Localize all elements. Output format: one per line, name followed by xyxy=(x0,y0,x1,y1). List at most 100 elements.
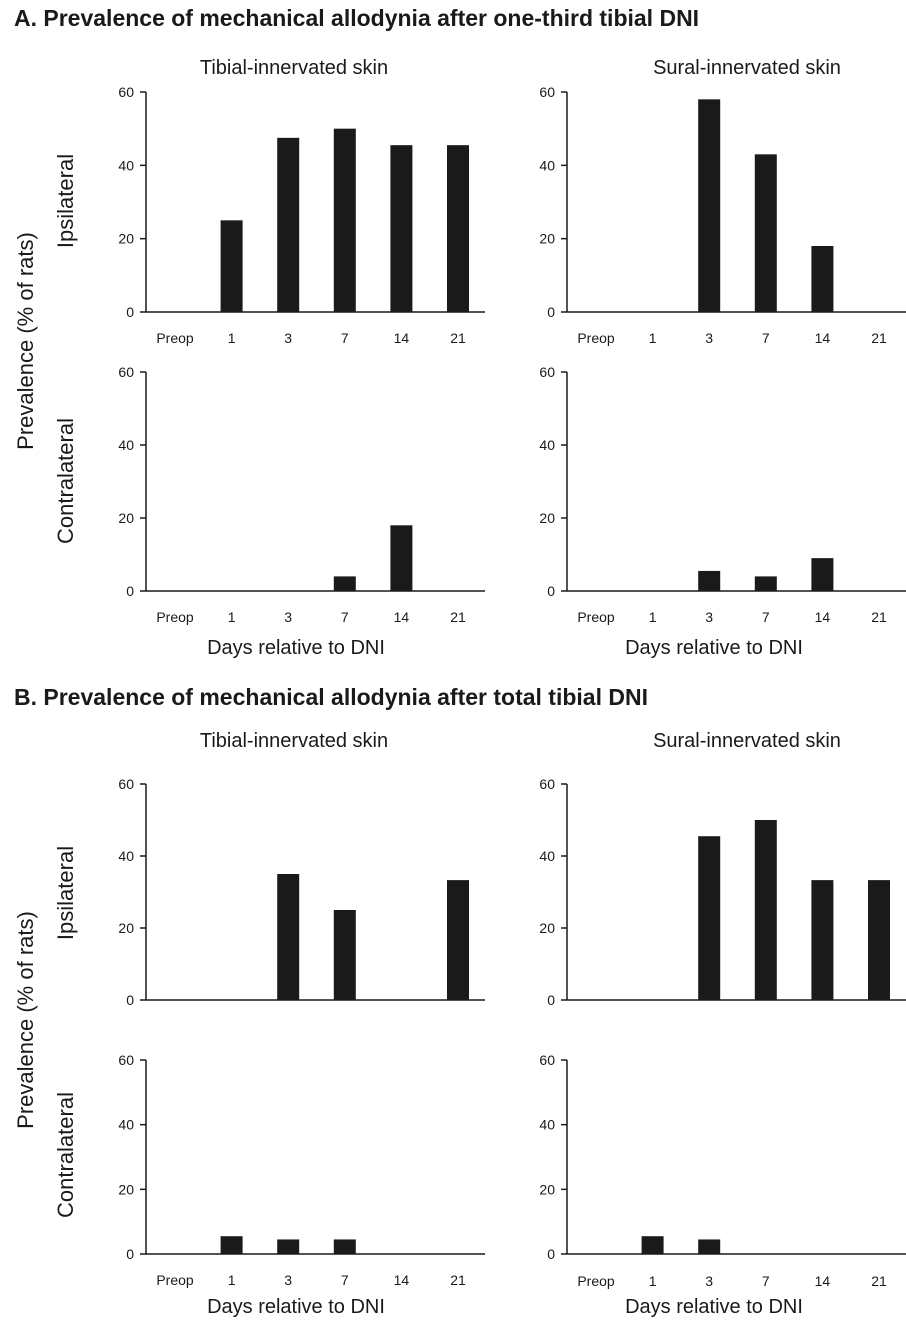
x-tick-label: 14 xyxy=(815,330,831,346)
y-tick-label: 20 xyxy=(118,231,134,247)
section-b-heading: B. Prevalence of mechanical allodynia af… xyxy=(14,684,648,711)
y-tick-label: 40 xyxy=(539,848,555,864)
bar-3 xyxy=(698,571,720,591)
x-tick-label: 7 xyxy=(762,609,770,625)
panel-b-tibial-ipsilateral: 0204060 xyxy=(118,776,485,1008)
x-tick-label: Preop xyxy=(156,609,194,625)
bar-7 xyxy=(755,576,777,591)
y-tick-label: 20 xyxy=(539,1181,555,1197)
x-tick-label: 1 xyxy=(649,1273,657,1289)
bar-7 xyxy=(334,910,356,1000)
section-b-col-title-sural: Sural-innervated skin xyxy=(653,730,841,753)
section-a-x-axis-title-sural: Days relative to DNI xyxy=(625,637,803,660)
panel-b-tibial-contralateral: 0 20 40 60 Preop 1 3 7 14 21 xyxy=(118,1052,485,1288)
y-tick-label: 0 xyxy=(126,304,134,320)
section-b-col-title-tibial: Tibial-innervated skin xyxy=(200,730,388,753)
y-tick-label: 60 xyxy=(539,84,555,100)
bar-7 xyxy=(334,129,356,312)
x-tick-label: 21 xyxy=(871,330,887,346)
section-b-y-axis-title: Prevalence (% of rats) xyxy=(13,911,39,1129)
x-tick-label: 1 xyxy=(228,1272,236,1288)
x-tick-label: Preop xyxy=(156,1272,194,1288)
x-tick-label: 3 xyxy=(284,1272,292,1288)
panel-b-sural-ipsilateral: 0 20 40 60 xyxy=(539,776,906,1008)
x-tick-label: 21 xyxy=(871,1273,887,1289)
y-tick-label: 60 xyxy=(118,1052,134,1068)
section-b-row-title-ipsilateral: Ipsilateral xyxy=(53,846,79,940)
bar-1 xyxy=(221,1236,243,1254)
bar-14 xyxy=(811,246,833,312)
y-tick-label: 0 xyxy=(547,304,555,320)
x-tick-label: 3 xyxy=(284,609,292,625)
x-tick-label: 7 xyxy=(762,330,770,346)
bar-3 xyxy=(277,138,299,312)
x-tick-label: Preop xyxy=(577,330,615,346)
bar-3 xyxy=(698,1239,720,1254)
y-tick-label: 20 xyxy=(539,920,555,936)
bar-1 xyxy=(221,220,243,312)
bar-3 xyxy=(698,836,720,1000)
y-tick-label: 60 xyxy=(118,84,134,100)
x-tick-label: 14 xyxy=(815,609,831,625)
y-tick-label: 20 xyxy=(118,1181,134,1197)
bar-3 xyxy=(277,874,299,1000)
y-tick-label: 20 xyxy=(539,510,555,526)
bar-21 xyxy=(868,880,890,1000)
y-tick-label: 0 xyxy=(547,583,555,599)
x-tick-label: Preop xyxy=(577,1273,615,1289)
bar-7 xyxy=(334,1239,356,1254)
x-tick-label: 1 xyxy=(228,330,236,346)
bar-14 xyxy=(811,880,833,1000)
panel-a-tibial-contralateral: 0 20 40 60 Preop 1 3 7 14 21 xyxy=(118,364,485,625)
x-tick-label: Preop xyxy=(577,609,615,625)
panel-a-sural-ipsilateral: 0 20 40 60 Preop 1 3 7 14 21 xyxy=(539,84,906,346)
x-tick-label: 7 xyxy=(341,609,349,625)
panel-a-sural-contralateral: 0 20 40 60 Preop 1 3 7 14 21 xyxy=(539,364,906,625)
y-tick-label: 0 xyxy=(547,1246,555,1262)
y-tick-label: 40 xyxy=(539,157,555,173)
bar-21 xyxy=(447,145,469,312)
bar-1 xyxy=(642,1236,664,1254)
bar-14 xyxy=(811,558,833,591)
section-b-x-axis-title-sural: Days relative to DNI xyxy=(625,1296,803,1319)
x-tick-label: 7 xyxy=(341,330,349,346)
x-tick-label: 3 xyxy=(705,1273,713,1289)
y-tick-label: 20 xyxy=(118,920,134,936)
y-tick-label: 0 xyxy=(547,992,555,1008)
x-tick-label: 21 xyxy=(871,609,887,625)
panel-b-sural-contralateral: 0 20 40 60 Preop 1 3 7 14 21 xyxy=(539,1052,906,1289)
bar-3 xyxy=(698,99,720,312)
x-tick-label: 21 xyxy=(450,609,466,625)
x-tick-label: 14 xyxy=(394,330,410,346)
x-tick-label: 7 xyxy=(341,1272,349,1288)
x-tick-label: 3 xyxy=(284,330,292,346)
x-tick-label: 3 xyxy=(705,609,713,625)
section-b-row-title-contralateral: Contralateral xyxy=(53,1092,79,1218)
y-tick-label: 40 xyxy=(539,1117,555,1133)
y-tick-label: 60 xyxy=(539,364,555,380)
bar-14 xyxy=(390,525,412,591)
y-tick-label: 40 xyxy=(118,157,134,173)
y-tick-label: 60 xyxy=(118,364,134,380)
bar-14 xyxy=(390,145,412,312)
y-tick-label: 20 xyxy=(118,510,134,526)
y-tick-label: 40 xyxy=(118,437,134,453)
x-tick-label: 1 xyxy=(649,609,657,625)
x-tick-label: Preop xyxy=(156,330,194,346)
x-tick-label: 14 xyxy=(394,1272,410,1288)
y-tick-label: 40 xyxy=(118,1117,134,1133)
x-tick-label: 14 xyxy=(394,609,410,625)
section-a-x-axis-title-tibial: Days relative to DNI xyxy=(207,637,385,660)
y-tick-label: 40 xyxy=(539,437,555,453)
x-tick-label: 1 xyxy=(649,330,657,346)
x-tick-label: 1 xyxy=(228,609,236,625)
bar-7 xyxy=(755,820,777,1000)
y-tick-label: 20 xyxy=(539,231,555,247)
x-tick-label: 14 xyxy=(815,1273,831,1289)
y-tick-label: 60 xyxy=(118,776,134,792)
bar-7 xyxy=(755,154,777,312)
y-tick-label: 0 xyxy=(126,992,134,1008)
bar-21 xyxy=(447,880,469,1000)
y-tick-label: 60 xyxy=(539,1052,555,1068)
